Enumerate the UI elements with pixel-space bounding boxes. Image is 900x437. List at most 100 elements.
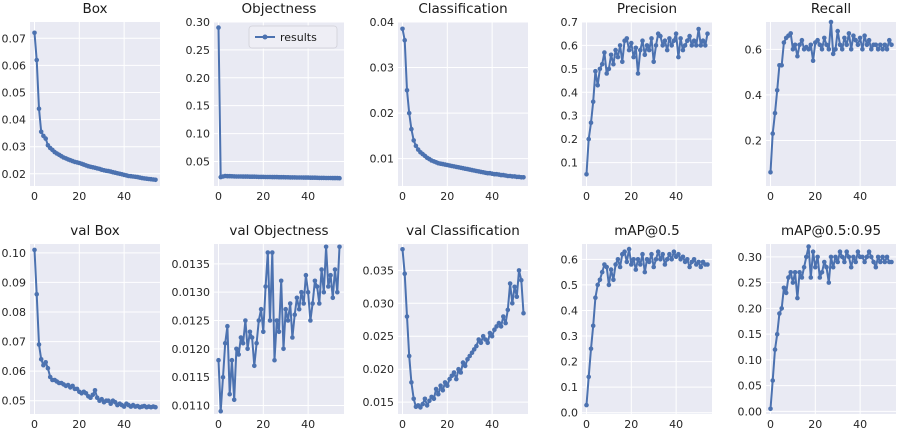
data-point [287, 301, 293, 306]
y-tick-label: 0.6 [561, 253, 579, 266]
data-point [626, 246, 632, 252]
y-tick-label: 0.30 [738, 251, 763, 264]
y-tick-label: 0.00 [738, 405, 763, 418]
data-point [860, 254, 865, 260]
data-point [36, 106, 42, 111]
data-point [817, 42, 823, 48]
data-point [808, 42, 814, 48]
y-tick-label: 0.7 [561, 16, 579, 29]
data-point [853, 259, 858, 265]
data-point [855, 42, 861, 48]
data-point [873, 264, 879, 270]
data-point [483, 337, 488, 342]
data-point [613, 47, 618, 53]
x-tick-label: 40 [117, 418, 131, 431]
data-point [685, 257, 690, 262]
data-point [220, 374, 226, 380]
y-tick-label: 0.10 [186, 128, 211, 141]
data-point [691, 38, 697, 43]
data-point [222, 340, 228, 346]
data-point [642, 52, 648, 58]
data-point [644, 43, 650, 48]
data-point [337, 244, 342, 250]
y-tick-label: 0.4 [561, 86, 579, 99]
data-point [263, 284, 268, 289]
data-point [276, 329, 282, 335]
data-point [460, 360, 466, 365]
data-point [673, 31, 679, 36]
data-point [875, 254, 881, 260]
data-point [234, 346, 239, 352]
data-point [658, 33, 663, 39]
data-point [514, 294, 520, 300]
data-point [411, 138, 417, 143]
y-tick-label: 0.03 [2, 141, 27, 154]
y-tick-label: 0.3 [561, 330, 579, 343]
data-point [34, 292, 39, 297]
data-point [629, 40, 634, 46]
data-point [871, 259, 876, 265]
data-point [804, 254, 809, 260]
data-point [664, 47, 670, 53]
data-point [676, 54, 681, 60]
data-point [240, 340, 246, 346]
y-tick-label: 0.0130 [172, 286, 211, 299]
y-tick-label: 0.03 [370, 62, 395, 75]
data-point [640, 38, 645, 43]
data-point [462, 363, 468, 369]
data-point [337, 175, 342, 181]
x-tick-label: 0 [31, 190, 38, 203]
data-point [34, 57, 39, 63]
data-point [588, 346, 594, 352]
data-point [783, 290, 789, 296]
data-point [633, 267, 639, 272]
data-point [687, 33, 692, 39]
data-point [238, 335, 244, 340]
data-point [296, 306, 302, 312]
y-tick-label: 0.020 [363, 363, 395, 376]
data-point [837, 42, 843, 48]
data-point [835, 28, 840, 34]
data-point [611, 277, 616, 283]
x-tick-label: 40 [853, 190, 867, 203]
data-point [622, 249, 627, 254]
data-point [792, 270, 798, 275]
plot-area [398, 22, 528, 186]
data-point [835, 259, 840, 265]
data-point [278, 278, 284, 284]
data-point [662, 38, 668, 43]
data-point [256, 318, 262, 323]
data-point [588, 120, 594, 125]
data-point [301, 301, 307, 306]
y-tick-label: 0.035 [363, 264, 395, 277]
chart-map-0-5-0-95: mAP@0.5:0.95 0 20 40 0.00 0.05 0.10 0.15 0.20 0.2… [738, 223, 896, 431]
data-point [857, 35, 863, 41]
y-tick-label: 0.1 [561, 381, 579, 394]
data-point [45, 365, 51, 371]
x-tick-label: 0 [767, 418, 774, 431]
data-point [873, 42, 879, 48]
data-point [602, 50, 607, 55]
data-point [664, 257, 670, 262]
data-point [409, 380, 414, 385]
data-point [810, 249, 816, 254]
data-point [620, 59, 625, 65]
data-point [281, 346, 286, 352]
data-point [231, 397, 237, 403]
x-tick-label: 20 [72, 418, 86, 431]
y-tick-label: 0.6 [745, 43, 763, 56]
data-point [889, 42, 894, 48]
data-point [229, 357, 235, 363]
data-point [447, 376, 452, 382]
data-point [651, 59, 656, 65]
data-point [465, 357, 470, 362]
y-tick-label: 0.09 [2, 276, 27, 289]
y-tick-label: 0.6 [561, 39, 579, 52]
data-point [649, 36, 654, 41]
data-point [819, 270, 825, 275]
data-point [597, 66, 603, 72]
data-point [153, 404, 158, 410]
x-tick-label: 20 [72, 190, 86, 203]
data-point [595, 282, 600, 288]
data-point [705, 262, 710, 267]
